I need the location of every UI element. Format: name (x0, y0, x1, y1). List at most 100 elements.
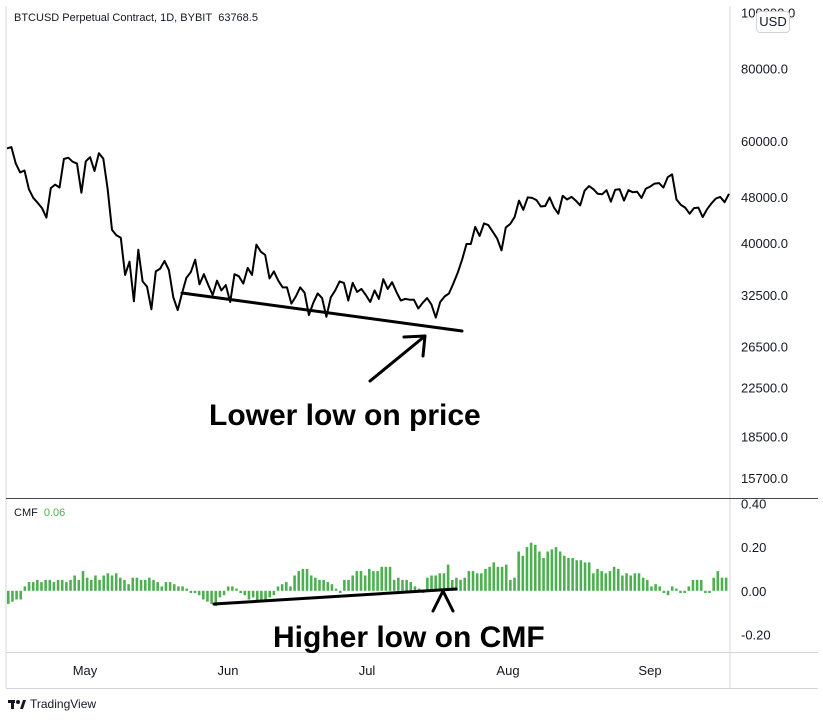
cmf-bar (110, 575, 114, 591)
cmf-bar (496, 566, 500, 591)
cmf-bar (264, 590, 267, 600)
price-tick-label: 32500.0 (741, 288, 788, 303)
cmf-bar (102, 575, 106, 591)
cmf-bar (480, 573, 483, 591)
cmf-bar (621, 575, 624, 591)
cmf-bar (662, 590, 666, 593)
cmf-bar (89, 579, 93, 591)
cmf-bar (438, 573, 442, 591)
cmf-bar (392, 579, 396, 591)
cmf-bar (314, 577, 317, 591)
cmf-bar (293, 575, 296, 591)
tradingview-logo-icon (8, 700, 26, 709)
cmf-bar (60, 579, 64, 591)
cmf-bar (276, 586, 280, 591)
cmf-bar (334, 588, 338, 591)
cmf-bar (384, 566, 388, 591)
cmf-bar (475, 573, 479, 591)
cmf-bar (226, 586, 230, 591)
cmf-bar (517, 551, 520, 591)
cmf-bar (654, 584, 657, 591)
cmf-bar (646, 579, 649, 591)
cmf-bar (426, 577, 429, 591)
cmf-bar (139, 579, 143, 591)
cmf-bar (484, 568, 487, 591)
price-series-line (6, 146, 730, 319)
cmf-bar (629, 575, 632, 591)
cmf-bar (69, 579, 72, 591)
price-tick-label: 40000.0 (741, 236, 788, 251)
cmf-bar (214, 590, 218, 607)
cmf-bar (434, 575, 437, 591)
cmf-bar (152, 579, 155, 591)
cmf-bar (189, 590, 193, 593)
price-tick-label: 22500.0 (741, 381, 788, 396)
cmf-bar (724, 577, 728, 591)
cmf-bar (463, 577, 467, 591)
cmf-bar (239, 590, 242, 593)
cmf-value: 0.06 (43, 507, 66, 519)
cmf-bar (114, 573, 118, 591)
cmf-bar (255, 590, 259, 602)
cmf-bar (637, 573, 641, 591)
cmf-bar (247, 590, 251, 600)
cmf-bar (260, 590, 263, 602)
cmf-bar (446, 564, 450, 591)
cmf-bar (538, 551, 541, 591)
cmf-bar (704, 590, 707, 593)
cmf-bar (143, 579, 147, 591)
cmf-bar (148, 577, 151, 591)
cmf-bar (442, 573, 446, 591)
cmf-bar (185, 588, 188, 591)
cmf-bar (596, 568, 599, 591)
cmf-bar (401, 579, 404, 591)
symbol-title: BTCUSD Perpetual Contract, 1D, BYBIT 637… (14, 12, 258, 24)
cmf-bar (135, 577, 139, 591)
cmf-bar (521, 555, 525, 591)
cmf-bar (193, 590, 197, 593)
currency-button[interactable]: USD (756, 11, 790, 33)
cmf-bar (351, 575, 354, 591)
cmf-bar (172, 584, 176, 591)
cmf-bar (467, 571, 471, 591)
cmf-tick-label: 0.40 (741, 496, 766, 511)
cmf-bar (251, 590, 255, 598)
cmf-bar (641, 577, 645, 591)
cmf-bar (691, 579, 695, 591)
cmf-bar (73, 575, 76, 591)
cmf-bar (413, 586, 417, 591)
brand-label: TradingView (30, 697, 97, 711)
cmf-bar (525, 547, 529, 591)
cmf-bar (471, 571, 475, 591)
cmf-name: CMF (14, 507, 38, 519)
cmf-bar (77, 579, 81, 591)
price-tick-label: 60000.0 (741, 134, 788, 149)
cmf-bar (612, 566, 616, 591)
cmf-bar (106, 573, 110, 591)
cmf-bar (658, 586, 662, 591)
cmf-bar (583, 562, 587, 591)
cmf-bar (368, 568, 371, 591)
cmf-bar (600, 571, 603, 591)
tradingview-brand[interactable]: TradingView (8, 697, 96, 711)
cmf-bar (52, 582, 56, 591)
cmf-bar (31, 582, 35, 591)
cmf-bar (542, 558, 545, 591)
time-tick-label: Aug (496, 663, 519, 678)
cmf-bar (708, 590, 711, 593)
cmf-bar (268, 590, 271, 598)
cmf-bar (231, 586, 234, 591)
cmf-bar (579, 560, 583, 591)
cmf-bar (363, 575, 367, 591)
cmf-bar (181, 586, 184, 591)
cmf-bar (376, 571, 379, 591)
cmf-bar (297, 571, 301, 591)
cmf-bar (280, 584, 284, 591)
cmf-bar (27, 582, 31, 591)
time-tick-label: Sep (638, 663, 661, 678)
cmf-bar (388, 566, 392, 591)
cmf-bar (127, 584, 130, 591)
cmf-bar (210, 590, 213, 604)
cmf-bar (604, 573, 608, 591)
cmf-bar (712, 577, 715, 591)
